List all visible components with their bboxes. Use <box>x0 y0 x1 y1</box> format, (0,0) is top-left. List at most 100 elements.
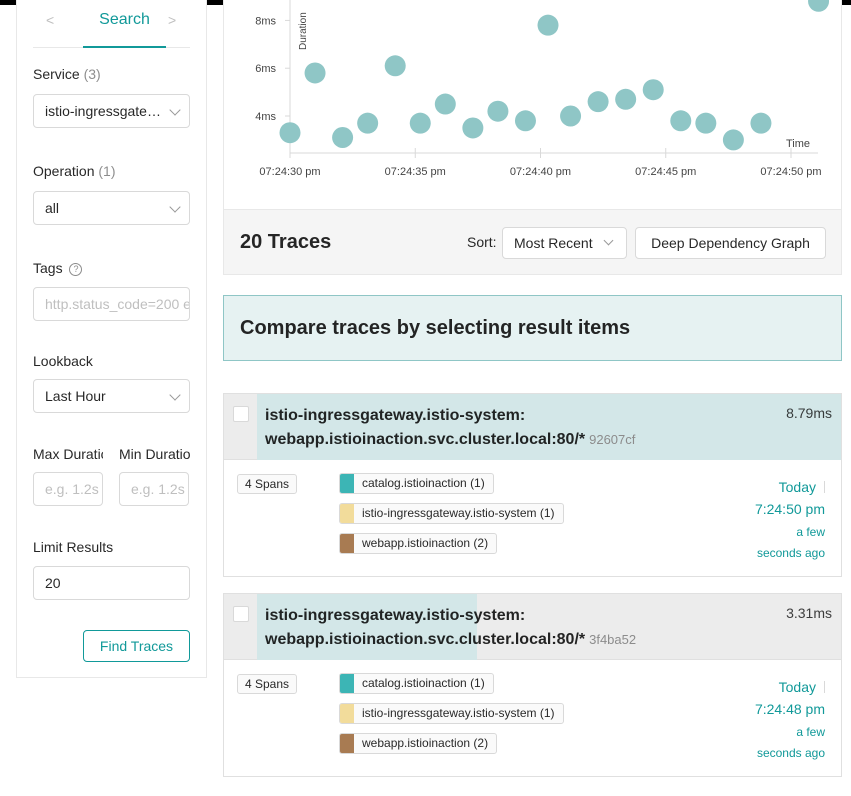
trace-header[interactable]: istio-ingressgateway.istio-system: webap… <box>224 594 841 660</box>
service-color-swatch <box>340 704 354 723</box>
trace-duration-bar <box>257 594 477 660</box>
trace-relative-time: a few <box>796 725 825 739</box>
trace-day-text: Today <box>778 679 816 695</box>
sort-select-value: Most Recent <box>514 235 593 251</box>
scatter-point <box>304 62 326 84</box>
service-label-text: Service <box>33 66 80 82</box>
max-duration-label: Max Duration <box>33 446 103 462</box>
lookback-select-value: Last Hour <box>45 388 106 404</box>
x-tick-label: 07:24:50 pm <box>760 166 821 178</box>
scatter-point <box>434 93 456 115</box>
scatter-point <box>587 91 609 113</box>
operation-label-text: Operation <box>33 163 95 179</box>
trace-day: Today <box>755 478 825 496</box>
scatter-point <box>695 112 717 134</box>
max-duration-input[interactable]: e.g. 1.2s <box>33 472 103 506</box>
operation-count: (1) <box>98 163 116 179</box>
operation-select-value: all <box>45 200 60 216</box>
trace-duration-bar <box>257 394 841 460</box>
tab-prev-arrow[interactable]: < <box>46 12 55 28</box>
limit-results-label: Limit Results <box>33 539 114 555</box>
limit-results-input[interactable]: 20 <box>33 566 190 600</box>
help-icon[interactable]: ? <box>69 263 83 276</box>
search-panel: < Search > Service (3) istio-ingressgate… <box>16 0 207 678</box>
spans-count-badge: 4 Spans <box>237 674 298 694</box>
y-tick-label: 4ms <box>255 111 276 123</box>
operation-select[interactable]: all <box>33 191 190 225</box>
scatter-point <box>560 105 582 127</box>
trace-timestamp: Today 7:24:48 pm a few seconds ago <box>755 678 825 764</box>
sort-label: Sort: <box>467 234 497 250</box>
trace-title-text: istio-ingressgateway.istio-system: webap… <box>265 607 586 648</box>
x-tick-label: 07:24:40 pm <box>510 166 571 178</box>
service-tag-label: webapp.istioinaction (2) <box>362 736 489 750</box>
scatter-svg: 4ms 6ms 8ms Duration 07:24:30 pm 07:24:35 pm 0… <box>255 0 830 178</box>
trace-select-checkbox[interactable] <box>233 406 249 422</box>
trace-relative-time: seconds ago <box>756 546 825 560</box>
service-color-swatch <box>340 504 354 523</box>
scatter-point <box>537 14 559 36</box>
spans-count-badge: 4 Spans <box>237 474 298 494</box>
min-duration-input[interactable]: e.g. 1.2s <box>119 472 189 506</box>
chevron-down-icon <box>169 201 181 213</box>
trace-select-checkbox[interactable] <box>233 606 249 622</box>
trace-duration: 3.31ms <box>786 605 832 621</box>
divider <box>824 681 825 693</box>
deep-dependency-graph-button[interactable]: Deep Dependency Graph <box>635 227 826 259</box>
x-tick-label: 07:24:35 pm <box>385 166 446 178</box>
trace-day-text: Today <box>778 479 816 495</box>
trace-item[interactable]: istio-ingressgateway.istio-system: webap… <box>223 593 842 777</box>
service-tag-label: catalog.istioinaction (1) <box>362 676 485 690</box>
x-tick-label: 07:24:45 pm <box>635 166 696 178</box>
service-tag: webapp.istioinaction (2) <box>339 733 498 754</box>
tab-active-indicator <box>83 46 166 48</box>
tab-search[interactable]: Search <box>99 11 150 28</box>
trace-title[interactable]: istio-ingressgateway.istio-system: webap… <box>265 604 785 652</box>
scatter-point <box>808 0 830 12</box>
service-color-swatch <box>340 674 354 693</box>
y-axis-label: Duration <box>298 12 309 50</box>
divider <box>824 481 825 493</box>
service-tag: catalog.istioinaction (1) <box>339 673 494 694</box>
find-traces-button[interactable]: Find Traces <box>83 630 190 662</box>
trace-relative-time: a few <box>796 525 825 539</box>
service-select[interactable]: istio-ingressgateway.istio-system <box>33 94 190 128</box>
service-tag: istio-ingressgateway.istio-system (1) <box>339 703 564 724</box>
trace-relative-time: seconds ago <box>756 746 825 760</box>
service-tag-label: webapp.istioinaction (2) <box>362 536 489 550</box>
scatter-point <box>615 88 637 110</box>
service-select-value: istio-ingressgateway.istio-system <box>45 103 189 119</box>
scatter-point <box>487 100 509 122</box>
service-color-swatch <box>340 734 354 753</box>
trace-day: Today <box>755 678 825 696</box>
y-tick-label: 8ms <box>255 15 276 27</box>
tags-label-text: Tags <box>33 260 63 276</box>
service-tag: istio-ingressgateway.istio-system (1) <box>339 503 564 524</box>
service-tag-label: catalog.istioinaction (1) <box>362 476 485 490</box>
scatter-point <box>642 79 664 101</box>
x-axis-label: Time <box>786 138 810 150</box>
scatter-point <box>722 129 744 151</box>
trace-item[interactable]: istio-ingressgateway.istio-system: webap… <box>223 393 842 577</box>
lookback-select[interactable]: Last Hour <box>33 379 190 413</box>
trace-scatter-plot: 4ms 6ms 8ms Duration 07:24:30 pm 07:24:35 pm 0… <box>223 0 842 210</box>
tags-input[interactable]: http.status_code=200 error=true <box>33 287 190 321</box>
scatter-point <box>462 117 484 139</box>
trace-header[interactable]: istio-ingressgateway.istio-system: webap… <box>224 394 841 460</box>
compare-text: Compare traces by selecting result items <box>240 317 631 339</box>
x-tick-label: 07:24:30 pm <box>259 166 320 178</box>
sort-select[interactable]: Most Recent <box>502 227 627 259</box>
service-color-swatch <box>340 474 354 493</box>
scatter-point <box>279 122 301 144</box>
operation-label: Operation (1) <box>33 163 116 179</box>
trace-id: 3f4ba52 <box>589 632 637 647</box>
trace-timestamp: Today 7:24:50 pm a few seconds ago <box>755 478 825 564</box>
tab-next-arrow[interactable]: > <box>168 12 177 28</box>
chevron-down-icon <box>603 235 614 246</box>
scatter-point <box>750 112 772 134</box>
min-duration-label: Min Duration <box>119 446 191 462</box>
trace-duration: 8.79ms <box>786 405 832 421</box>
service-tag: catalog.istioinaction (1) <box>339 473 494 494</box>
trace-title[interactable]: istio-ingressgateway.istio-system: webap… <box>265 404 785 452</box>
tags-label: Tags ? <box>33 260 83 276</box>
